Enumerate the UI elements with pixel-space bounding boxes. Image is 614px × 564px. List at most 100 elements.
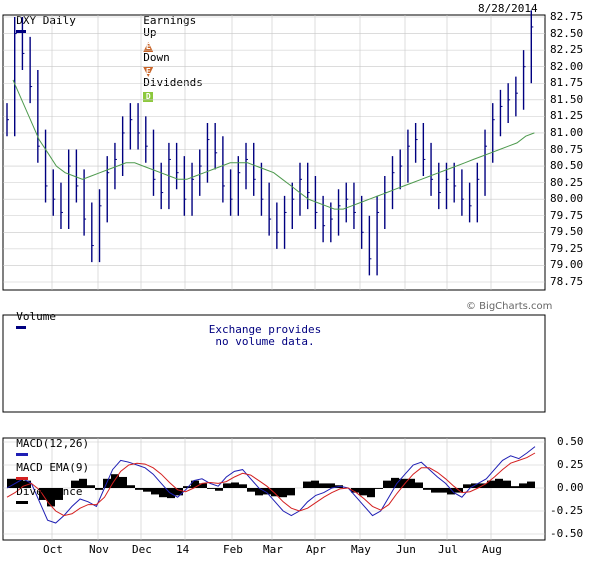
divergence-bar xyxy=(303,481,311,488)
divergence-bar xyxy=(15,478,23,488)
dividends-icon: D xyxy=(143,92,154,102)
divergence-bar xyxy=(191,480,199,488)
divergence-bar xyxy=(511,486,519,488)
divergence-bar xyxy=(7,478,15,488)
divergence-bar xyxy=(231,482,239,488)
divergence-bar xyxy=(383,480,391,488)
divergence-bar xyxy=(351,488,359,493)
earnings-down-icon: E xyxy=(143,67,154,77)
divergence-bar xyxy=(391,477,399,488)
divergence-bar xyxy=(47,488,55,507)
divergence-bar xyxy=(463,484,471,488)
macd-legend: MACD(12,26) MACD EMA(9) Divergence xyxy=(3,426,89,510)
x-tick-label: Jun xyxy=(396,543,416,556)
macd-y-tick-label: 0.00 xyxy=(557,481,584,494)
divergence-bar xyxy=(271,488,279,497)
divergence-bar xyxy=(319,483,327,488)
divergence-bar xyxy=(87,485,95,488)
symbol-label: DXY Daily xyxy=(16,14,76,27)
macd-panel xyxy=(2,437,546,541)
divergence-bar xyxy=(415,482,423,488)
divergence-bar xyxy=(439,488,447,493)
price-y-tick-label: 82.50 xyxy=(550,26,584,40)
earnings-label: Earnings xyxy=(143,14,197,27)
macd-label: MACD(12,26) xyxy=(16,437,90,450)
divergence-bar xyxy=(375,488,383,489)
x-tick-label: Aug xyxy=(482,543,502,556)
x-tick-label: Oct xyxy=(43,543,63,556)
macd-y-tick-label: -0.50 xyxy=(550,527,584,540)
price-panel-frame xyxy=(2,14,546,291)
divergence-bar xyxy=(143,488,151,492)
price-y-tick-label: 80.25 xyxy=(550,175,584,189)
divergence-bar xyxy=(431,488,439,493)
divergence-bar xyxy=(223,483,231,488)
x-tick-label: 14 xyxy=(176,543,190,556)
divergence-bar xyxy=(247,488,255,492)
no-volume-note: Exchange provides no volume data. xyxy=(208,323,322,348)
price-y-tick-label: 82.75 xyxy=(550,10,584,23)
volume-panel xyxy=(2,314,546,413)
symbol-title: DXY Daily xyxy=(3,3,76,39)
divergence-legend-swatch xyxy=(16,501,29,504)
price-y-tick-label: 79.50 xyxy=(550,225,584,239)
divergence-bar xyxy=(23,480,31,488)
price-y-tick-label: 81.00 xyxy=(550,125,584,139)
divergence-bar xyxy=(487,480,495,488)
moving-average-line xyxy=(12,79,535,210)
earnings-down-label: Down xyxy=(143,51,170,64)
x-tick-label: May xyxy=(351,543,371,556)
divergence-bar xyxy=(399,478,407,488)
price-legend-swatch xyxy=(16,30,27,33)
x-tick-label: Feb xyxy=(223,543,243,556)
earnings-up-icon: E xyxy=(143,42,154,52)
divergence-bar xyxy=(111,474,119,488)
divergence-bar xyxy=(311,480,319,488)
bigcharts-credit: © BigCharts.com xyxy=(466,301,553,312)
divergence-bar xyxy=(407,478,415,488)
x-tick-label: Apr xyxy=(306,543,326,556)
divergence-bar xyxy=(135,488,143,490)
divergence-bar xyxy=(183,486,191,488)
price-y-tick-label: 79.75 xyxy=(550,208,584,222)
divergence-bar xyxy=(279,488,287,498)
price-y-tick-label: 81.75 xyxy=(550,76,584,90)
macd-ema-line xyxy=(6,452,536,517)
volume-legend-swatch xyxy=(16,326,27,329)
macd-legend-swatch xyxy=(16,453,29,456)
divergence-bar xyxy=(423,488,431,490)
macd-ema-legend-swatch xyxy=(16,477,29,480)
divergence-bar xyxy=(215,488,223,491)
price-y-tick-label: 79.00 xyxy=(550,258,584,272)
price-y-tick-label: 82.00 xyxy=(550,59,584,73)
earnings-up-label: Up xyxy=(143,26,157,39)
divergence-bar xyxy=(519,483,527,488)
divergence-bar xyxy=(527,481,535,488)
macd-y-tick-label: -0.25 xyxy=(550,504,584,517)
divergence-bar xyxy=(95,488,103,490)
divergence-bar xyxy=(39,488,47,500)
macd-line xyxy=(6,446,536,524)
divergence-bar xyxy=(71,480,79,488)
x-tick-label: Dec xyxy=(132,543,152,556)
price-y-tick-label: 79.25 xyxy=(550,241,584,255)
macd-ema-label: MACD EMA(9) xyxy=(16,461,90,474)
divergence-bar xyxy=(239,484,247,488)
divergence-bar xyxy=(55,488,63,500)
x-tick-label: Nov xyxy=(89,543,109,556)
divergence-bar xyxy=(327,483,335,488)
dividends-label: Dividends xyxy=(143,76,203,89)
chart-date: 8/28/2014 xyxy=(478,2,538,15)
macd-panel-frame xyxy=(2,437,546,541)
x-tick-label: Mar xyxy=(263,543,283,556)
volume-title: Volume xyxy=(3,299,56,335)
divergence-bar xyxy=(255,488,263,496)
divergence-bar xyxy=(119,476,127,488)
divergence-bar xyxy=(151,488,159,495)
divergence-bar xyxy=(175,488,183,496)
price-panel xyxy=(2,10,546,291)
divergence-bar xyxy=(199,483,207,488)
price-y-tick-label: 78.75 xyxy=(550,275,584,288)
divergence-bar xyxy=(263,488,271,495)
